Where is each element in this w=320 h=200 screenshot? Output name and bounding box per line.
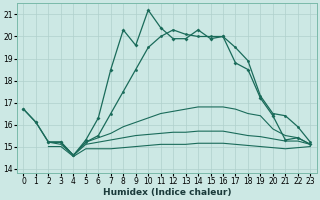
- X-axis label: Humidex (Indice chaleur): Humidex (Indice chaleur): [103, 188, 231, 197]
